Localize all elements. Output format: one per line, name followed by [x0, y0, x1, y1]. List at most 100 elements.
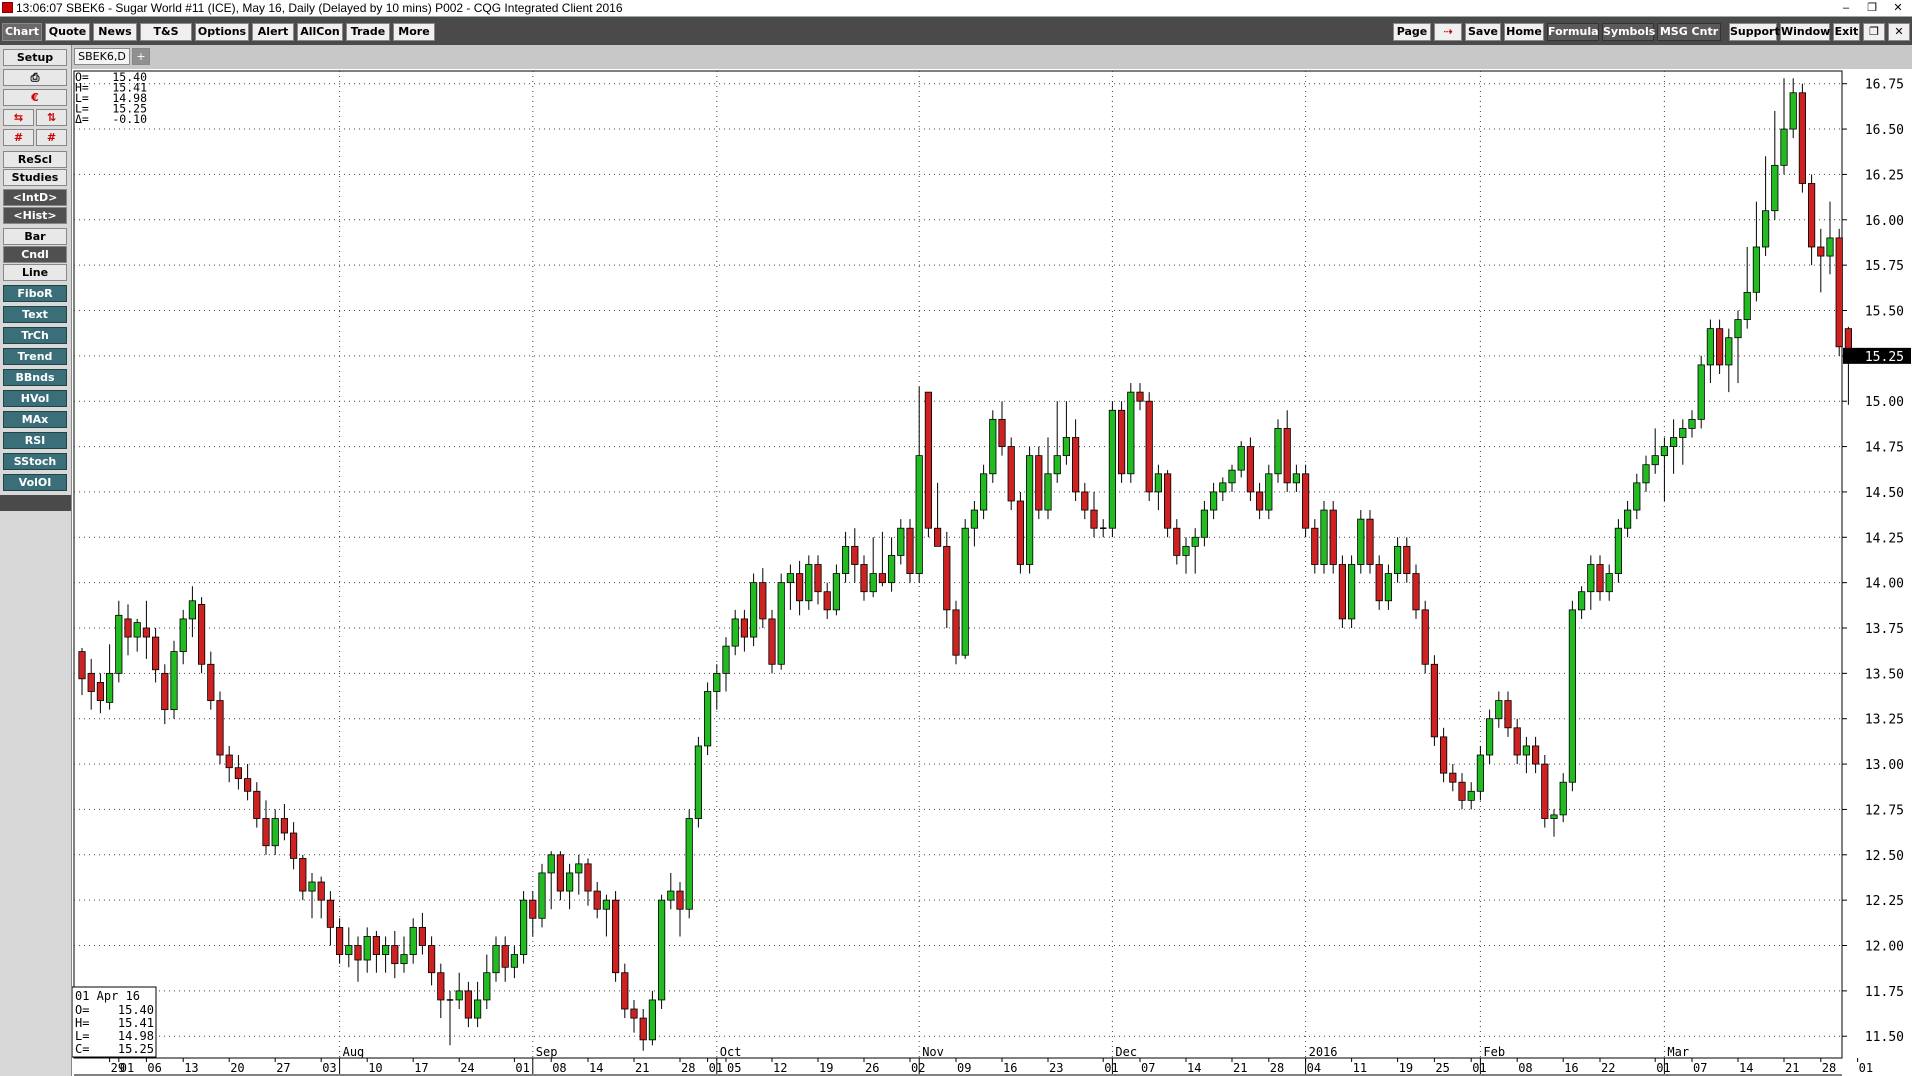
history-button[interactable]: <Hist>: [3, 207, 67, 224]
candle-body: [280, 818, 288, 834]
text-button[interactable]: Text: [3, 306, 67, 323]
candle-body: [639, 1017, 647, 1041]
candle-body: [1384, 573, 1392, 602]
candle-body: [713, 672, 721, 692]
intraday-button[interactable]: <IntD>: [3, 189, 67, 206]
link-horizontal-icon[interactable]: ⇆: [3, 109, 34, 126]
candle-body: [1329, 509, 1337, 565]
y-tick-label: 11.50: [1865, 1030, 1904, 1045]
ohlc-top-key: L=: [75, 102, 89, 116]
candle-body: [1559, 781, 1567, 816]
line-button[interactable]: Line: [3, 264, 67, 281]
page-arrow-icon[interactable]: ⇢: [1434, 23, 1462, 41]
candle-body: [317, 881, 325, 901]
day-label: 28: [1822, 1061, 1836, 1075]
candle-body: [1734, 319, 1742, 339]
studies-button[interactable]: Studies: [3, 169, 67, 186]
day-label: 01: [1656, 1061, 1670, 1075]
candle-body: [575, 863, 583, 874]
add-tab-icon[interactable]: +: [132, 48, 150, 65]
candle-body: [1320, 509, 1328, 565]
candle-body: [1679, 428, 1687, 438]
candle-body: [759, 582, 767, 620]
y-tick-label: 15.50: [1865, 304, 1904, 319]
candle-body: [1541, 763, 1549, 819]
day-label: 08: [552, 1061, 566, 1075]
month-label: 2016: [1309, 1045, 1338, 1059]
menu-page[interactable]: Page: [1393, 23, 1431, 41]
voloi-button[interactable]: VolOI: [3, 474, 67, 491]
candlestick-chart[interactable]: 16.75 16.50 16.25 16.00 15.75 15.50 15.25 15.00…: [72, 69, 1912, 1076]
price-axis: 16.75 16.50 16.25 16.00 15.75 15.50 15.25 15.00…: [1842, 78, 1911, 1045]
menu-exit[interactable]: Exit: [1833, 23, 1860, 41]
hvol-button[interactable]: HVol: [3, 390, 67, 407]
candle-body: [888, 555, 896, 584]
menu-more[interactable]: More: [393, 23, 435, 41]
menu-formula[interactable]: Formula: [1547, 23, 1599, 41]
link-vertical-icon[interactable]: ⇅: [36, 109, 67, 126]
bar-button[interactable]: Bar: [3, 228, 67, 245]
candle-body: [133, 622, 141, 638]
max-button[interactable]: MAx: [3, 411, 67, 428]
y-tick-label: 12.25: [1865, 894, 1904, 909]
day-label: 27: [276, 1061, 290, 1075]
menu-symbols[interactable]: Symbols: [1602, 23, 1655, 41]
menu-window[interactable]: Window: [1780, 23, 1830, 41]
restore-icon[interactable]: ❐: [1863, 23, 1885, 41]
bbnds-button[interactable]: BBnds: [3, 369, 67, 386]
rsi-button[interactable]: RSI: [3, 432, 67, 449]
menu-support[interactable]: Support: [1729, 23, 1780, 41]
menu-news[interactable]: News: [93, 23, 137, 41]
candle-button[interactable]: Cndl: [3, 246, 67, 263]
candle-body: [722, 645, 730, 674]
day-label: 19: [819, 1061, 833, 1075]
title-bar: 13:06:07 SBEK6 - Sugar World #11 (ICE), …: [0, 0, 1912, 17]
candle-body: [1578, 591, 1586, 611]
candle-body: [906, 527, 914, 574]
trend-button[interactable]: Trend: [3, 348, 67, 365]
candle-body: [612, 899, 620, 974]
candle-body: [188, 600, 196, 620]
setup-button[interactable]: Setup: [3, 49, 67, 66]
candle-body: [363, 936, 371, 961]
menu-time-and-sales[interactable]: T&S: [140, 23, 192, 41]
grid-b-icon[interactable]: #: [36, 129, 67, 146]
tab-sbek6-d[interactable]: SBEK6,D: [74, 48, 130, 65]
menu-alert[interactable]: Alert: [252, 23, 294, 41]
maximize-button[interactable]: ❐: [1867, 2, 1877, 14]
sstoch-button[interactable]: SStoch: [3, 453, 67, 470]
candle-body: [1210, 491, 1218, 511]
candle-body: [1357, 518, 1365, 565]
candle-body: [1458, 781, 1466, 801]
candle-body: [1403, 545, 1411, 574]
currency-icon[interactable]: €: [3, 89, 67, 106]
candle-body: [391, 945, 399, 965]
print-icon[interactable]: ⎙: [3, 69, 67, 86]
fibor-button[interactable]: FiboR: [3, 285, 67, 302]
plot-border: [73, 70, 1843, 1059]
candle-body: [1817, 246, 1825, 257]
menu-quote[interactable]: Quote: [45, 23, 90, 41]
menu-msg-cntr[interactable]: MSG Cntr: [1657, 23, 1721, 41]
minimize-button[interactable]: ‒: [1842, 2, 1850, 14]
candle-body: [299, 858, 307, 892]
ohlc-box-value: 15.41: [118, 1016, 154, 1030]
close-button[interactable]: ✕: [1893, 2, 1903, 14]
trch-button[interactable]: TrCh: [3, 327, 67, 344]
grid-a-icon[interactable]: #: [3, 129, 34, 146]
menu-trade[interactable]: Trade: [346, 23, 390, 41]
day-label: 22: [1601, 1061, 1615, 1075]
candle-body: [777, 582, 785, 665]
menu-home[interactable]: Home: [1504, 23, 1544, 41]
candle-body: [1200, 509, 1208, 538]
menu-save[interactable]: Save: [1465, 23, 1501, 41]
menu-chart[interactable]: Chart: [2, 23, 42, 41]
candle-body: [1624, 509, 1632, 529]
candle-body: [1145, 400, 1153, 493]
menu-allcon[interactable]: AllCon: [297, 23, 343, 41]
chart-tab-row: SBEK6,D +: [72, 45, 1912, 69]
rescale-button[interactable]: ReScl: [3, 151, 67, 168]
menu-options[interactable]: Options: [195, 23, 249, 41]
close-chart-icon[interactable]: ✕: [1888, 23, 1910, 41]
y-tick-label: 16.25: [1865, 168, 1904, 183]
